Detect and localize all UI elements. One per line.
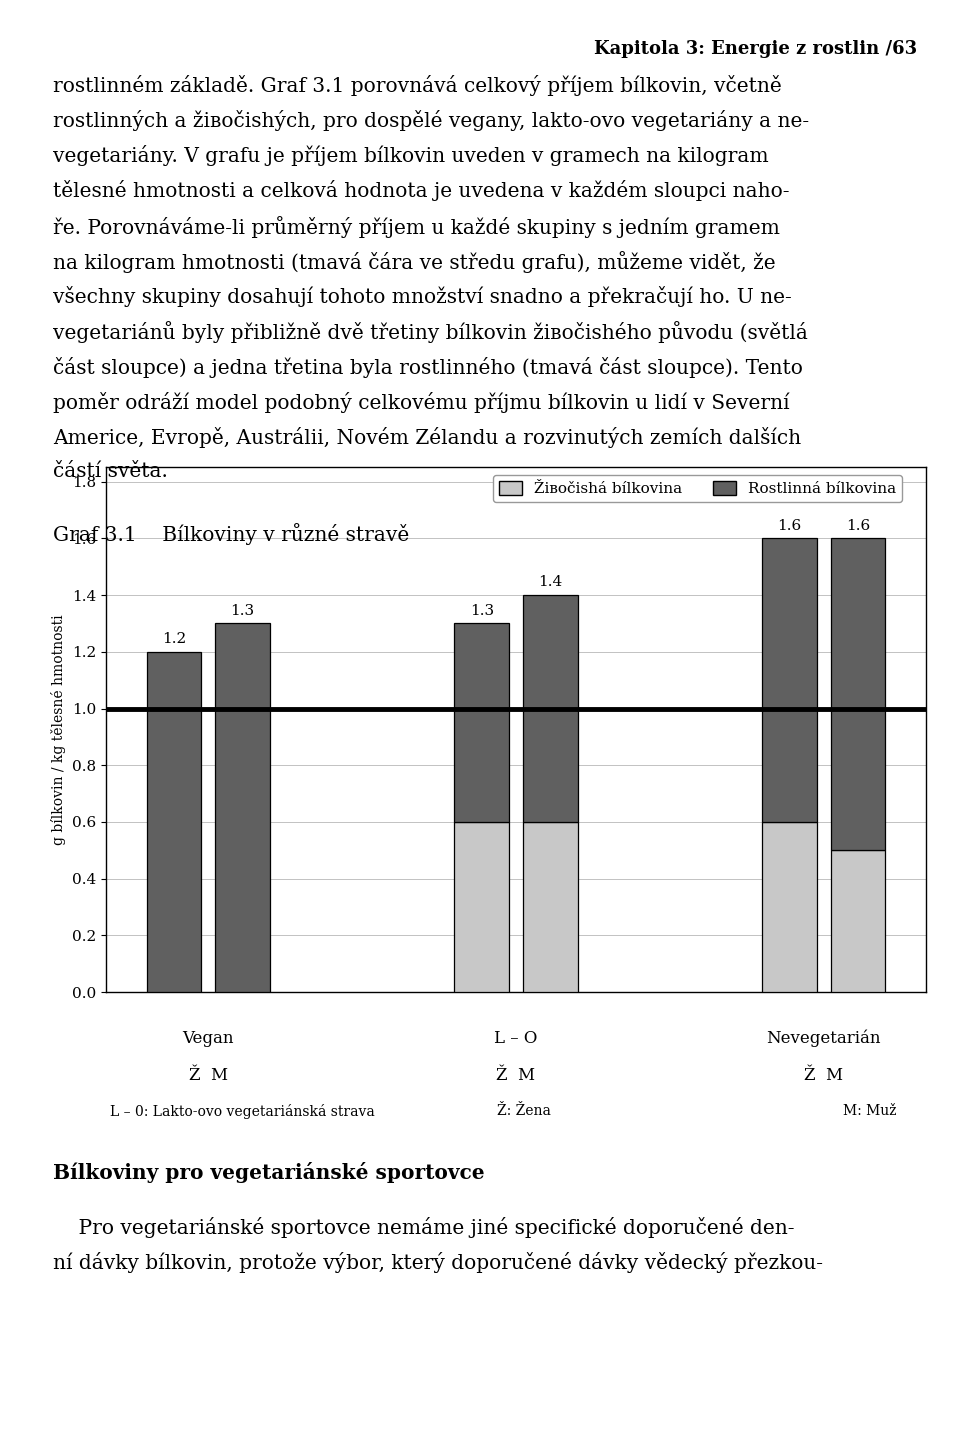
Text: Nevegetarián: Nevegetarián	[766, 1030, 881, 1047]
Text: L – 0: Lakto-ovo vegetariánská strava: L – 0: Lakto-ovo vegetariánská strava	[110, 1104, 375, 1119]
Text: Ž  M: Ž M	[188, 1067, 228, 1084]
Text: L – O: L – O	[494, 1030, 538, 1047]
Text: 1.3: 1.3	[230, 604, 254, 618]
Y-axis label: g bílkovin / kg tělesné hmotnosti: g bílkovin / kg tělesné hmotnosti	[51, 614, 66, 846]
Legend: Žiвоčishá bílkovina, Rostlinná bílkovina: Žiвоčishá bílkovina, Rostlinná bílkovina	[493, 475, 902, 502]
Text: rostlinných a žiвоčishých, pro dospělé vegany, lakto-ovo vegetariány a ne-: rostlinných a žiвоčishých, pro dospělé v…	[53, 111, 809, 131]
Text: Ž: Žena: Ž: Žena	[497, 1104, 551, 1119]
Bar	[762, 823, 817, 992]
Text: rostlinném základě. Graf 3.1 porovnává celkový příjem bílkovin, včetně: rostlinném základě. Graf 3.1 porovnává c…	[53, 75, 781, 96]
Text: ní dávky bílkovin, protože výbor, který doporučené dávky vědecký přezkou-: ní dávky bílkovin, protože výbor, který …	[53, 1251, 823, 1273]
Text: 1.6: 1.6	[778, 519, 802, 532]
Text: Pro vegetariánské sportovce nemáme jiné specifické doporučené den-: Pro vegetariánské sportovce nemáme jiné …	[53, 1217, 794, 1238]
Text: Kapitola 3: Energie z rostlin /63: Kapitola 3: Energie z rostlin /63	[593, 40, 917, 59]
Text: 1.4: 1.4	[538, 575, 563, 590]
Bar	[523, 823, 578, 992]
Text: na kilogram hmotnosti (tmavá čára ve středu grafu), můžeme vidět, že: na kilogram hmotnosti (tmavá čára ve stř…	[53, 252, 776, 273]
Text: tělesné hmotnosti a celková hodnota je uvedena v každém sloupci naho-: tělesné hmotnosti a celková hodnota je u…	[53, 181, 789, 201]
Text: vegetariány. V grafu je příjem bílkovin uveden v gramech na kilogram: vegetariány. V grafu je příjem bílkovin …	[53, 145, 768, 167]
Bar	[147, 651, 202, 992]
Text: Americe, Evropě, Austrálii, Novém Zélandu a rozvinutých zemích dalších: Americe, Evropě, Austrálii, Novém Zéland…	[53, 427, 801, 449]
Text: Ž  M: Ž M	[804, 1067, 844, 1084]
Bar	[454, 624, 509, 823]
Text: Vegan: Vegan	[182, 1030, 234, 1047]
Text: část sloupce) a jedna třetina byla rostlinného (tmavá část sloupce). Tento: část sloupce) a jedna třetina byla rostl…	[53, 357, 803, 378]
Text: 1.3: 1.3	[469, 604, 493, 618]
Bar	[830, 850, 885, 992]
Bar	[762, 538, 817, 823]
Bar	[454, 823, 509, 992]
Text: Graf 3.1    Bílkoviny v různé stravě: Graf 3.1 Bílkoviny v různé stravě	[53, 523, 409, 545]
Text: vegetariánů byly přibližně dvě třetiny bílkovin žiвоčishého původu (světlá: vegetariánů byly přibližně dvě třetiny b…	[53, 322, 807, 344]
Text: 1.2: 1.2	[162, 633, 186, 646]
Text: částí světa.: částí světa.	[53, 463, 168, 482]
Text: poměr odráží model podobný celkovému příjmu bílkovin u lidí v Severní: poměr odráží model podobný celkovému pří…	[53, 393, 789, 413]
Bar	[830, 538, 885, 850]
Bar	[215, 624, 270, 992]
Bar	[523, 595, 578, 823]
Text: M: Muž: M: Muž	[843, 1104, 897, 1119]
Text: Ž  M: Ž M	[496, 1067, 536, 1084]
Text: Bílkoviny pro vegetariánské sportovce: Bílkoviny pro vegetariánské sportovce	[53, 1162, 485, 1183]
Text: ře. Porovnáváme-li průměrný příjem u každé skupiny s jedním gramem: ře. Porovnáváme-li průměrný příjem u kaž…	[53, 216, 780, 237]
Text: 1.6: 1.6	[846, 519, 870, 532]
Text: všechny skupiny dosahují tohoto množství snadno a překračují ho. U ne-: všechny skupiny dosahují tohoto množství…	[53, 286, 792, 308]
